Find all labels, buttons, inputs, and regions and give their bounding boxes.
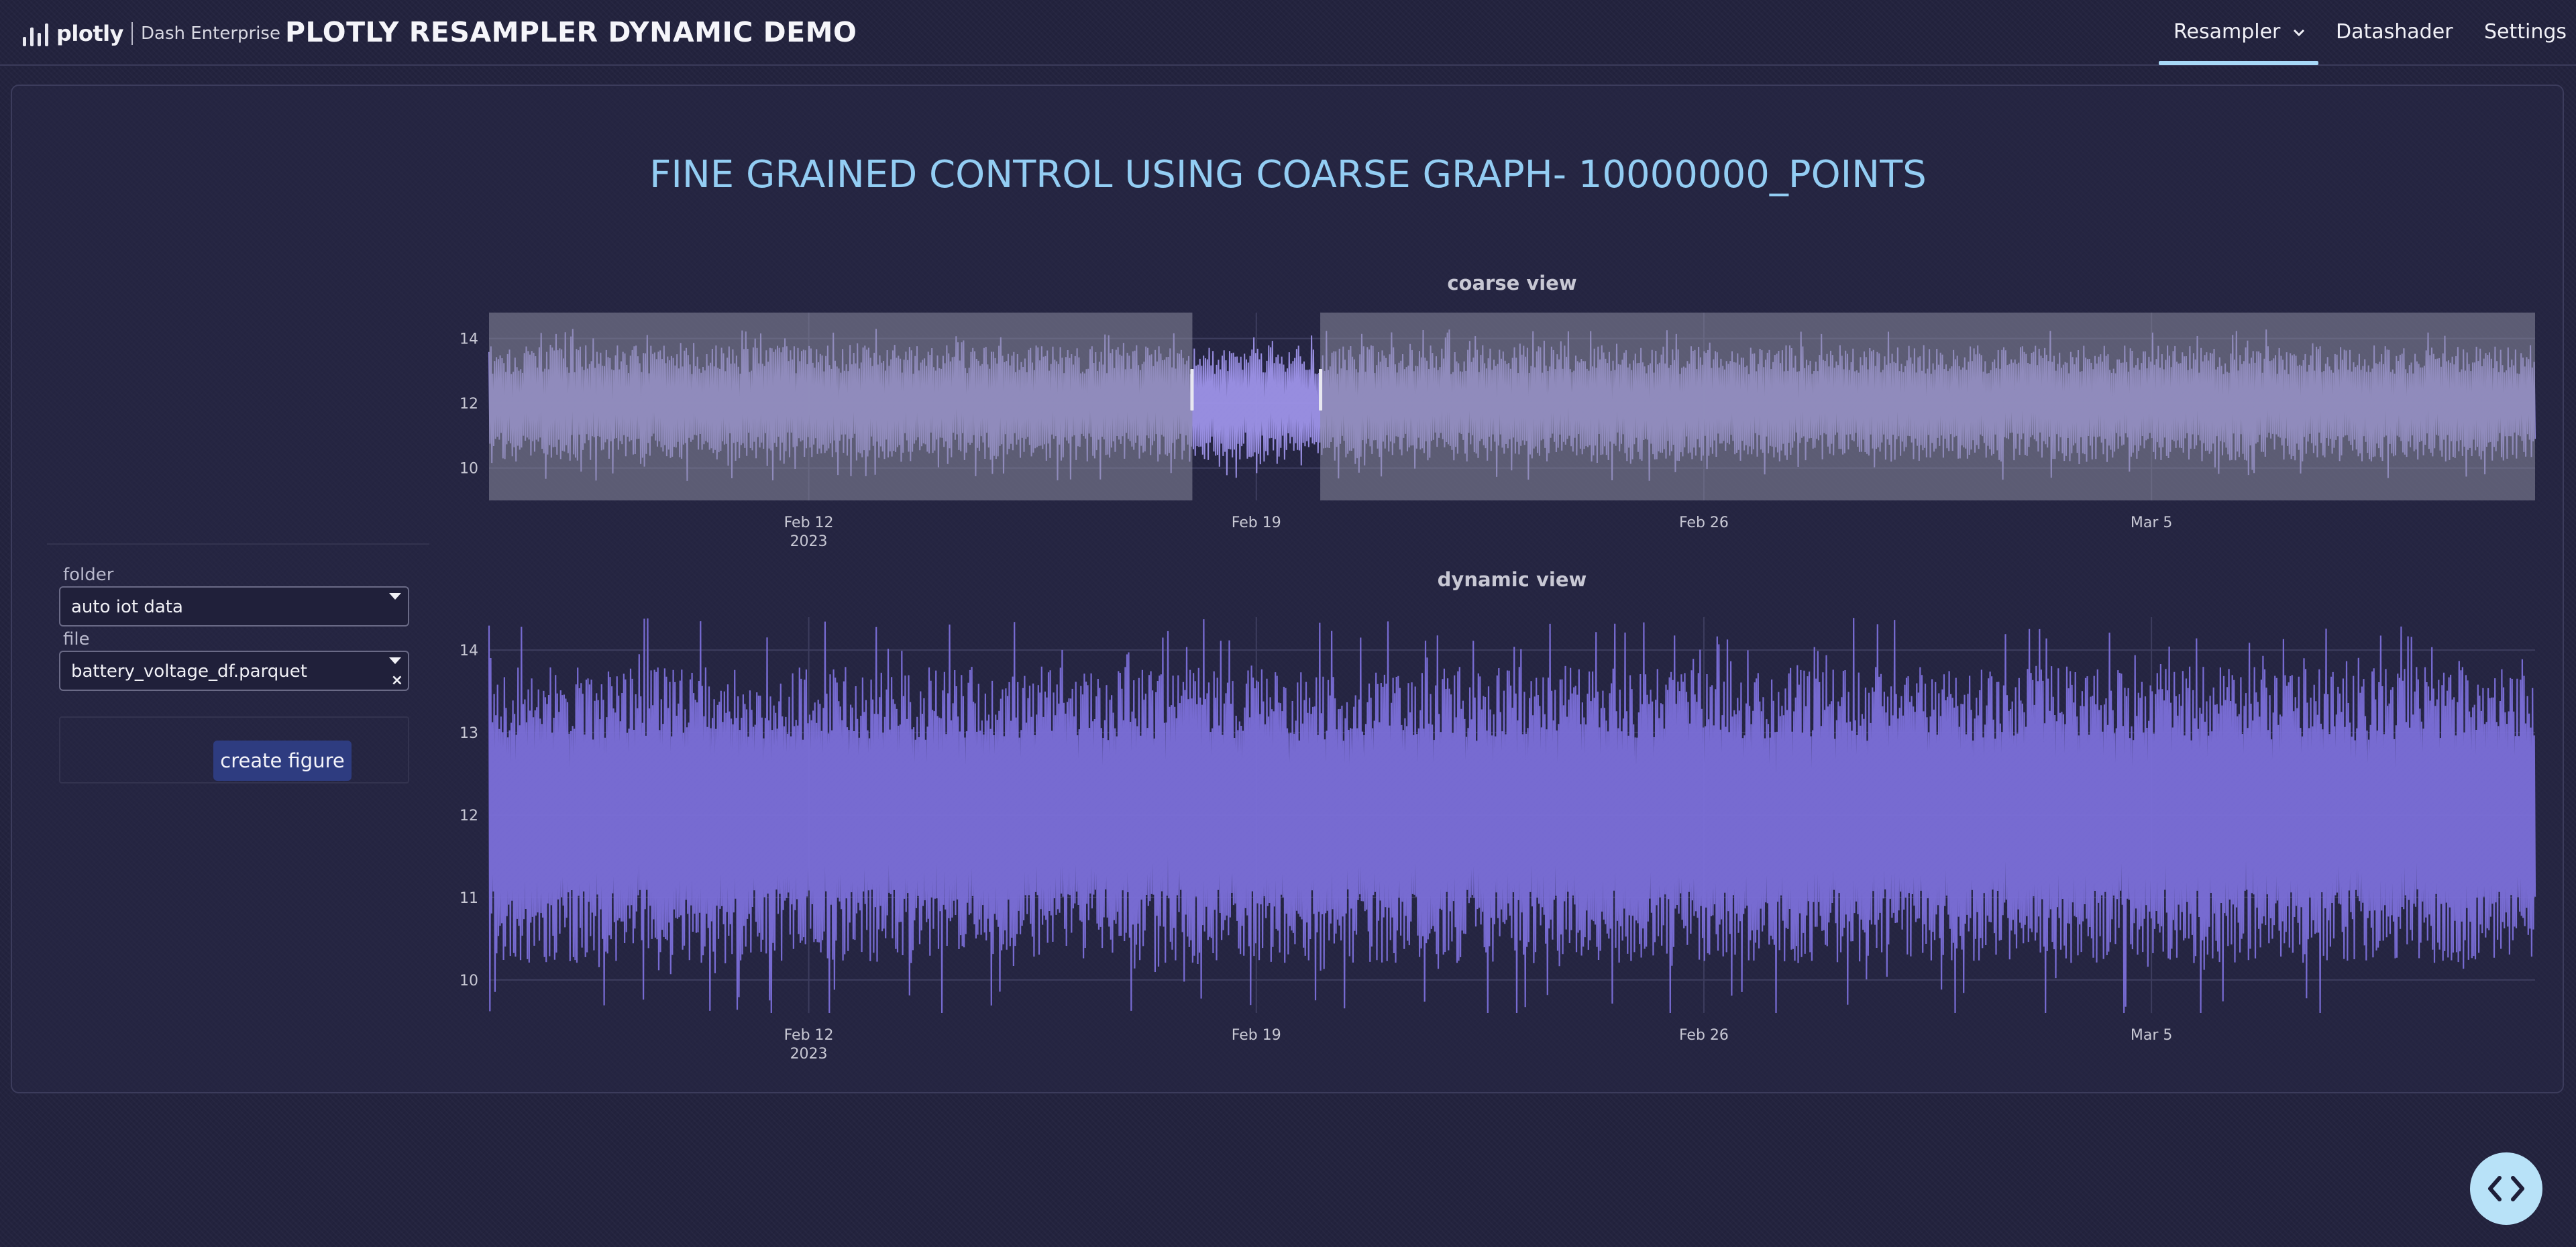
- caret-down-icon[interactable]: [389, 657, 401, 664]
- chevron-down-icon: [2293, 29, 2304, 36]
- nav-datashader[interactable]: Datashader: [2336, 20, 2453, 44]
- x-tick-label: Feb 12: [784, 1027, 834, 1044]
- x-tick-sublabel: 2023: [790, 1046, 828, 1063]
- x-tick-label: Feb 26: [1679, 514, 1729, 531]
- chart-title: coarse view: [1447, 272, 1576, 294]
- page-heading: FINE GRAINED CONTROL USING COARSE GRAPH-…: [649, 153, 1927, 197]
- active-nav-indicator: [2159, 61, 2318, 65]
- folder-dropdown[interactable]: auto iot data: [59, 586, 409, 627]
- code-toggle-button[interactable]: [2470, 1152, 2542, 1225]
- y-tick-label: 12: [460, 808, 478, 824]
- button-container: [59, 716, 409, 783]
- nav-resampler-label: Resampler: [2174, 20, 2281, 44]
- range-handle-right[interactable]: [1319, 369, 1323, 411]
- plotly-bars-icon: [23, 21, 48, 46]
- data-trace: [488, 618, 2536, 1014]
- folder-label: folder: [63, 565, 114, 585]
- panel-divider: [47, 543, 429, 545]
- x-tick-sublabel: 2023: [790, 533, 828, 550]
- y-tick-label: 12: [460, 396, 478, 413]
- logo-divider: [131, 22, 133, 45]
- file-label: file: [63, 629, 90, 649]
- dynamic-view-chart[interactable]: dynamic view 10 11 12 13 14 Feb 12 2023 Feb 19 Fe…: [436, 563, 2563, 1087]
- file-value: battery_voltage_df.parquet: [71, 661, 307, 682]
- app-header: plotly Dash Enterprise PLOTLY RESAMPLER …: [0, 0, 2576, 66]
- caret-down-icon[interactable]: [389, 593, 401, 600]
- selection-mask-right: [1320, 313, 2535, 500]
- logo-subtitle: Dash Enterprise: [140, 23, 280, 44]
- x-tick-label: Mar 5: [2131, 514, 2173, 531]
- nav-resampler[interactable]: Resampler: [2174, 20, 2306, 44]
- create-figure-button[interactable]: create figure: [213, 741, 352, 781]
- x-tick-label: Feb 19: [1232, 514, 1281, 531]
- code-icon: [2488, 1176, 2524, 1201]
- chart-title: dynamic view: [1438, 568, 1587, 591]
- y-tick-label: 13: [460, 725, 478, 742]
- plotly-logo[interactable]: plotly Dash Enterprise: [23, 19, 280, 48]
- x-tick-label: Feb 26: [1679, 1027, 1729, 1044]
- range-handle-left[interactable]: [1190, 369, 1194, 411]
- y-tick-label: 11: [460, 890, 478, 907]
- selection-mask-left: [489, 313, 1193, 500]
- y-tick-label: 10: [460, 973, 478, 989]
- x-tick-label: Feb 12: [784, 514, 834, 531]
- x-tick-label: Feb 19: [1232, 1027, 1281, 1044]
- file-dropdown[interactable]: battery_voltage_df.parquet ×: [59, 651, 409, 691]
- y-tick-label: 10: [460, 461, 478, 478]
- folder-value: auto iot data: [71, 597, 183, 617]
- x-tick-label: Mar 5: [2131, 1027, 2173, 1044]
- control-panel: folder auto iot data file battery_voltag…: [47, 543, 429, 785]
- coarse-view-chart[interactable]: coarse view 10 12 14 Feb 12 2023 Feb 19 Feb 26 M…: [436, 255, 2563, 550]
- y-tick-label: 14: [460, 643, 478, 659]
- app-title: PLOTLY RESAMPLER DYNAMIC DEMO: [285, 16, 857, 48]
- y-tick-label: 14: [460, 331, 478, 348]
- logo-text: plotly: [56, 21, 123, 46]
- nav-settings[interactable]: Settings: [2484, 20, 2567, 44]
- clear-icon[interactable]: ×: [390, 672, 403, 689]
